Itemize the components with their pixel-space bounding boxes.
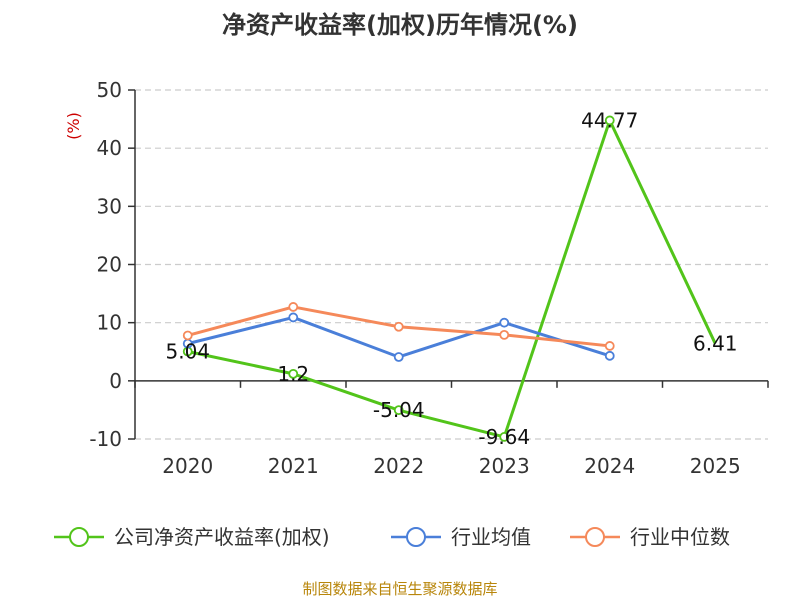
- y-tick-label: 50: [97, 78, 122, 102]
- x-tick-label-2024: 2024: [584, 454, 635, 478]
- y-tick-label: 20: [97, 253, 122, 277]
- data-label-2024: 44.77: [581, 108, 638, 132]
- series-2-point-2022: [393, 321, 404, 332]
- series-0-point-2024: [604, 115, 615, 126]
- series-line-0: [187, 118, 717, 439]
- y-tick-label: 10: [97, 311, 122, 335]
- legend-marker-2: [585, 527, 605, 547]
- data-label-2022: -5.04: [373, 398, 425, 422]
- y-tick-label: 0: [109, 369, 122, 393]
- x-tick-label-2021: 2021: [268, 454, 319, 478]
- series-2-point-2020: [182, 330, 193, 341]
- series-1-point-2023: [499, 317, 510, 328]
- data-label-2025: 6.41: [693, 332, 738, 356]
- data-label-2021: 1.2: [277, 362, 309, 386]
- series-2-point-2023: [499, 329, 510, 340]
- data-label-2023: -9.64: [478, 425, 530, 449]
- legend: 公司净资产收益率(加权) 行业均值 行业中位数: [54, 525, 730, 549]
- series-0-point-2022: [393, 405, 404, 416]
- data-labels: 5.04 1.2 -5.04 -9.64 44.77 6.41: [165, 108, 737, 448]
- x-axis-ticks: 2020 2021 2022 2023 2024 2025: [162, 454, 740, 478]
- series-2-point-2021: [288, 302, 299, 312]
- x-tick-label-2022: 2022: [373, 454, 424, 478]
- x-tick-label-2020: 2020: [162, 454, 213, 478]
- series-1-point-2022: [393, 352, 404, 362]
- legend-marker-1: [406, 527, 426, 547]
- series-0-point-2023: [499, 432, 510, 442]
- series-1-point-2021: [288, 312, 299, 323]
- series-1-point-2024: [604, 350, 615, 361]
- series-0-point-2021: [288, 368, 299, 379]
- legend-label-0: 公司净资产收益率(加权): [114, 525, 330, 549]
- y-tick-label: 30: [97, 194, 122, 218]
- x-tick-label-2025: 2025: [690, 454, 741, 478]
- y-tick-label: 40: [97, 136, 122, 160]
- axes: [128, 89, 769, 440]
- legend-label-1: 行业均值: [451, 525, 531, 549]
- legend-label-2: 行业中位数: [630, 525, 730, 549]
- source-note: 制图数据来自恒生聚源数据库: [302, 580, 497, 598]
- y-axis-ticks: -10 0 10 20 30 40 50: [89, 78, 122, 451]
- y-tick-label: -10: [89, 427, 122, 451]
- series-lines: [182, 115, 717, 442]
- x-tick-label-2023: 2023: [479, 454, 530, 478]
- series-2-point-2024: [604, 341, 615, 351]
- legend-marker-0: [69, 527, 89, 547]
- data-label-2020: 5.04: [165, 340, 210, 364]
- y-axis-unit: (%): [64, 112, 83, 140]
- chart-title: 净资产收益率(加权)历年情况(%): [222, 11, 578, 39]
